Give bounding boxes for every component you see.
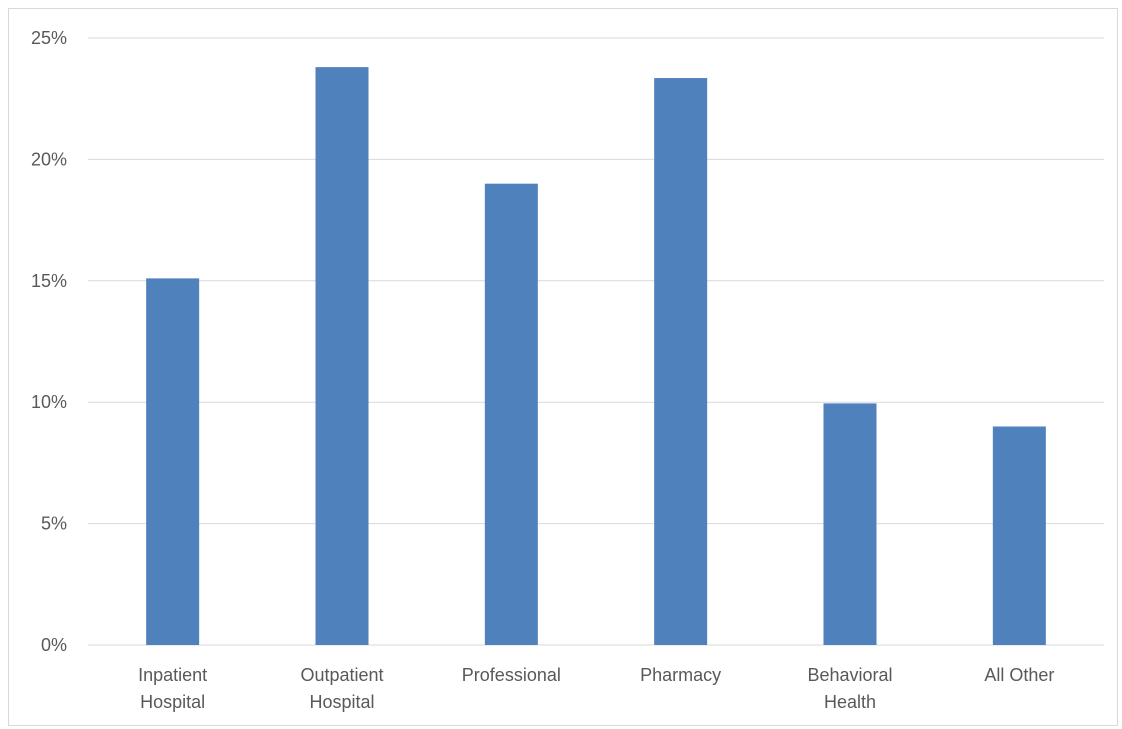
x-tick-label: Outpatient [300,665,383,685]
x-tick-label: Hospital [140,692,205,712]
bar [146,278,200,645]
y-tick-label: 0% [41,635,67,655]
y-tick-label: 20% [31,149,67,169]
y-tick-label: 25% [31,28,67,48]
x-tick-label: Hospital [309,692,374,712]
x-tick-label: Inpatient [138,665,207,685]
x-tick-label: Pharmacy [640,665,721,685]
bar [823,403,877,645]
x-tick-label: Professional [462,665,561,685]
y-tick-label: 5% [41,514,67,534]
y-tick-label: 15% [31,271,67,291]
bar [992,426,1046,645]
x-tick-label: Behavioral [807,665,892,685]
bar [484,183,538,645]
bar [315,67,369,646]
y-tick-label: 10% [31,392,67,412]
bar [654,78,708,645]
x-tick-label: All Other [984,665,1054,685]
x-tick-label: Health [824,692,876,712]
